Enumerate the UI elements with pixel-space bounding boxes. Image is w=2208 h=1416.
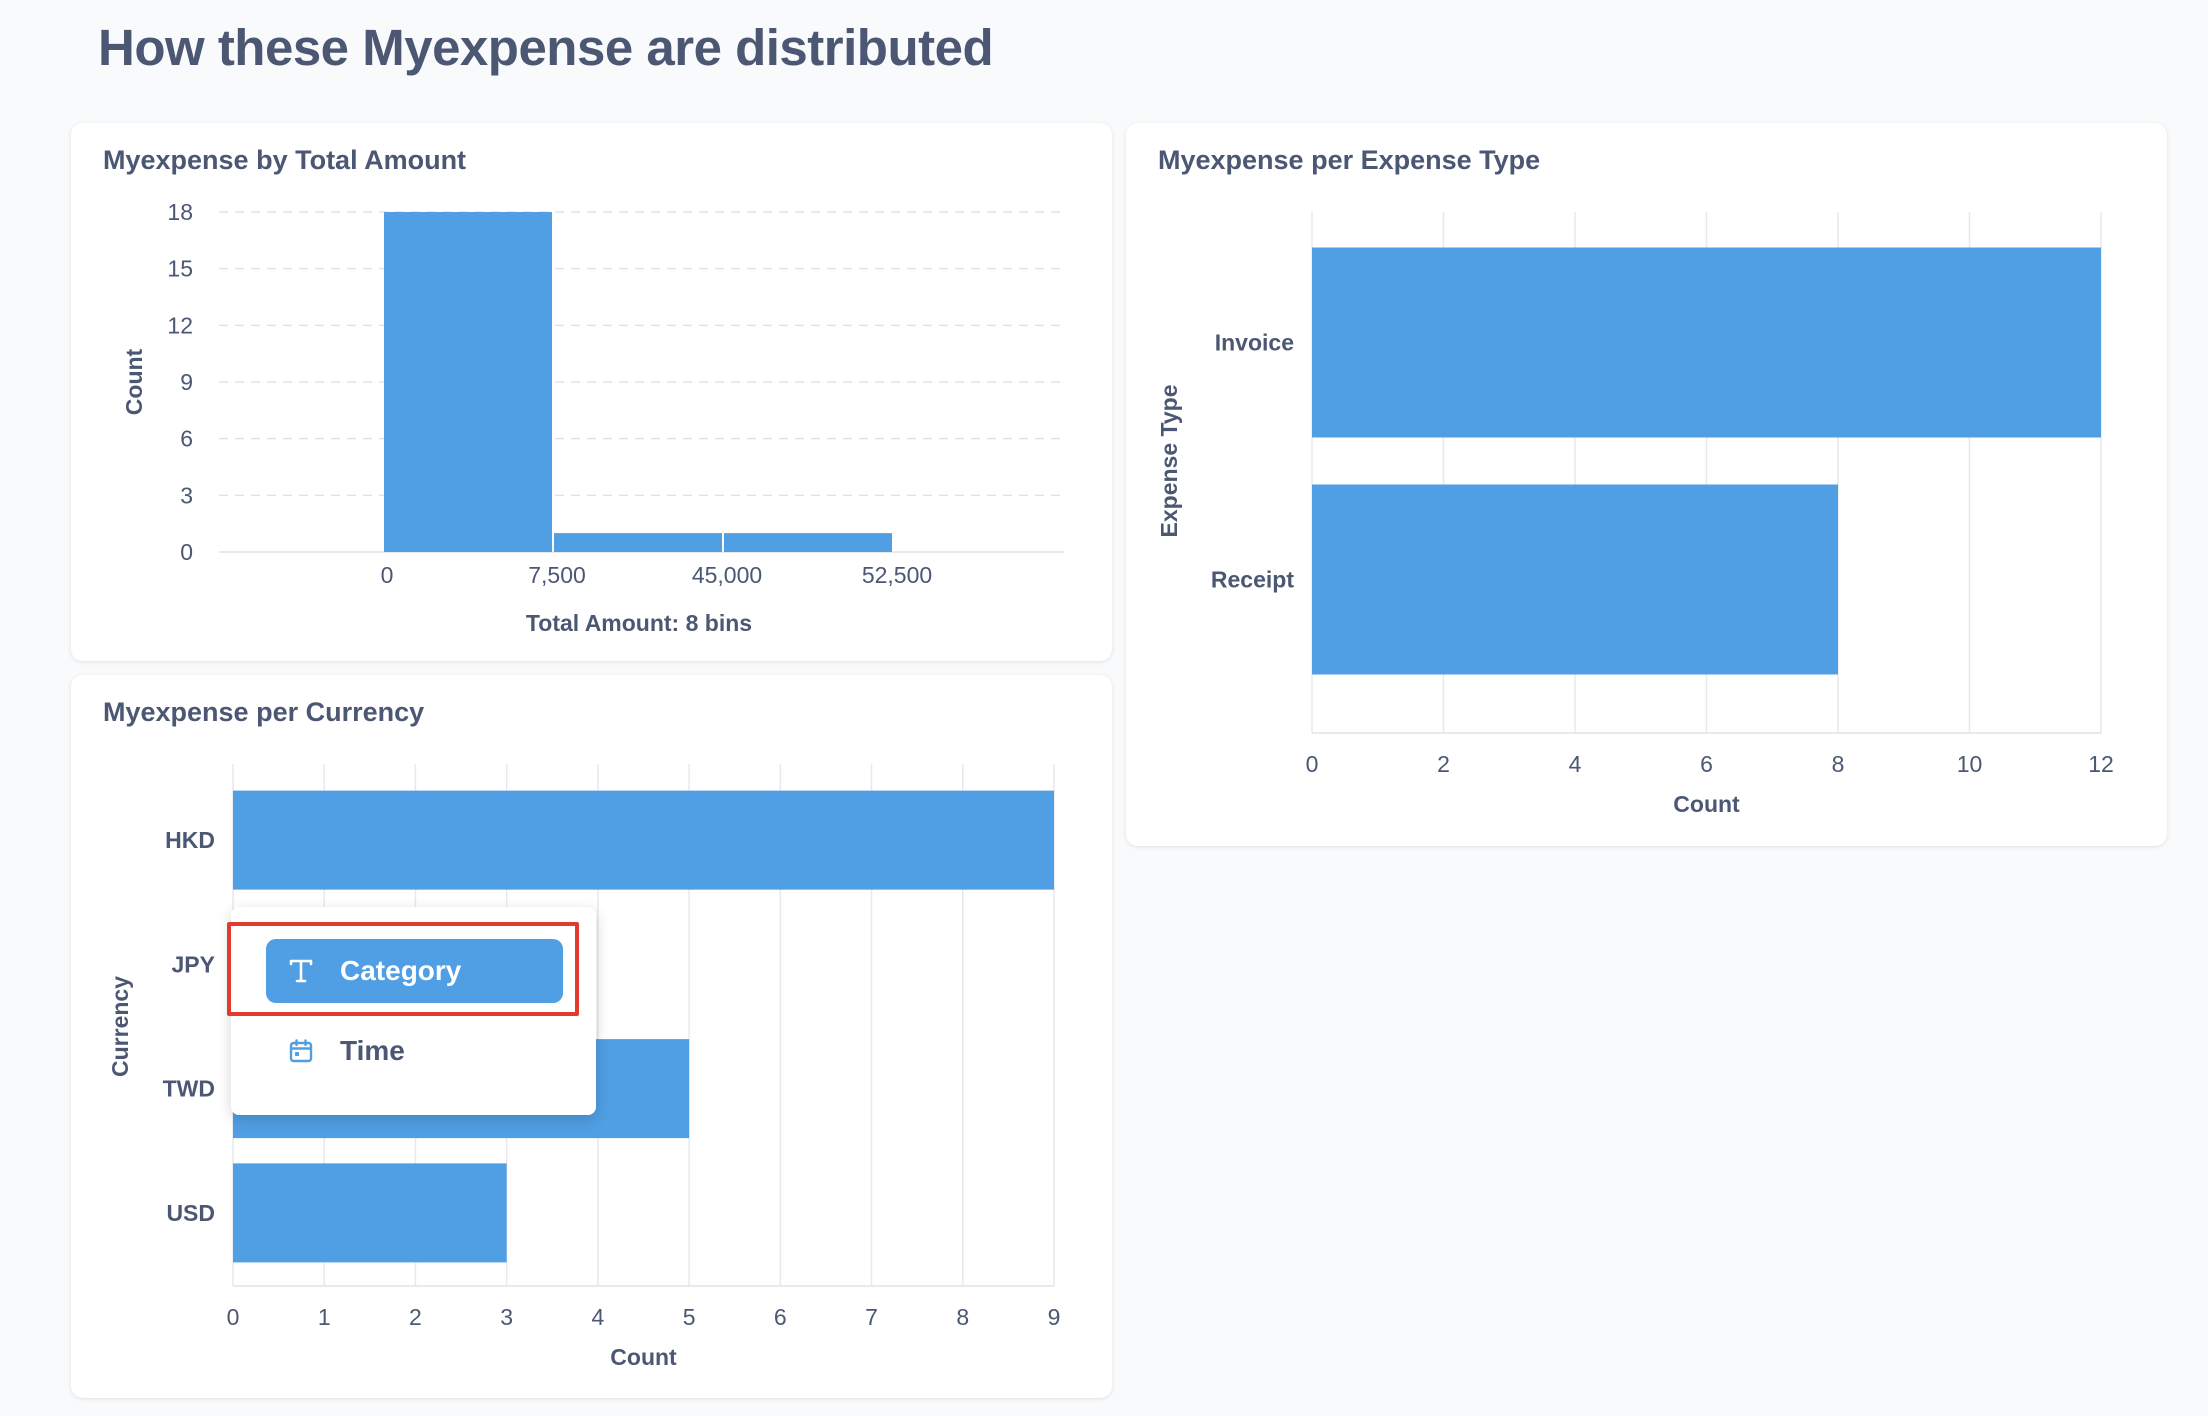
text-type-icon xyxy=(284,954,318,988)
bar xyxy=(1312,484,1838,675)
category-label: TWD xyxy=(163,1076,215,1102)
x-tick-label: 2 xyxy=(409,1304,422,1330)
x-tick-label: 52,500 xyxy=(862,562,932,588)
card-title: Myexpense per Currency xyxy=(103,697,425,727)
bar xyxy=(233,790,1054,890)
x-tick-label: 3 xyxy=(500,1304,513,1330)
category-option-label: Category xyxy=(340,955,462,986)
histogram-bar xyxy=(554,533,722,552)
x-tick-label: 6 xyxy=(1700,751,1713,777)
total-amount-card[interactable]: Myexpense by Total Amount 0 3 6 9 12 15 18 0 7,5… xyxy=(71,123,1112,661)
category-label: JPY xyxy=(172,951,215,977)
x-tick-label: 12 xyxy=(2088,751,2114,777)
x-tick-label: 7 xyxy=(865,1304,878,1330)
calendar-icon xyxy=(284,1034,318,1068)
y-tick-label: 18 xyxy=(167,199,193,225)
histogram-bar xyxy=(724,533,892,552)
page-title: How these Myexpense are distributed xyxy=(98,19,994,76)
y-tick-label: 12 xyxy=(167,312,193,338)
y-tick-label: 15 xyxy=(167,256,193,282)
x-tick-label: 10 xyxy=(1957,751,1983,777)
x-tick-label: 1 xyxy=(318,1304,331,1330)
expense-type-chart: 0 2 4 6 8 10 12 Invoice Receipt Count Expense Type xyxy=(1156,212,2114,817)
x-axis-label: Total Amount: 8 bins xyxy=(526,610,752,636)
x-tick-label: 0 xyxy=(227,1304,240,1330)
x-tick-label: 4 xyxy=(1569,751,1582,777)
expense-type-card[interactable]: Myexpense per Expense Type 0 2 4 6 8 10 12 Invo… xyxy=(1126,123,2167,846)
x-tick-label: 7,500 xyxy=(528,562,586,588)
x-tick-label: 0 xyxy=(1306,751,1319,777)
x-tick-label: 6 xyxy=(774,1304,787,1330)
time-option-label: Time xyxy=(340,1035,405,1066)
category-option[interactable]: Category xyxy=(266,939,563,1003)
y-axis-label: Currency xyxy=(107,976,133,1077)
x-tick-label: 2 xyxy=(1437,751,1450,777)
category-label: USD xyxy=(166,1200,215,1226)
y-tick-label: 9 xyxy=(180,369,193,395)
x-axis-label: Count xyxy=(1673,791,1740,817)
histogram-bar xyxy=(384,212,552,552)
bar xyxy=(1312,247,2101,438)
x-tick-label: 8 xyxy=(956,1304,969,1330)
x-tick-label: 0 xyxy=(381,562,394,588)
x-tick-label: 5 xyxy=(683,1304,696,1330)
column-type-popover: Category Time xyxy=(231,907,596,1115)
bar xyxy=(233,1163,507,1263)
y-tick-label: 3 xyxy=(180,482,193,508)
x-tick-label: 45,000 xyxy=(692,562,762,588)
category-label: Receipt xyxy=(1211,567,1294,593)
y-tick-label: 0 xyxy=(180,539,193,565)
category-label: Invoice xyxy=(1215,330,1294,356)
y-axis-label: Expense Type xyxy=(1156,385,1182,538)
card-title: Myexpense by Total Amount xyxy=(103,145,467,175)
x-tick-label: 9 xyxy=(1048,1304,1061,1330)
x-tick-label: 8 xyxy=(1832,751,1845,777)
card-title: Myexpense per Expense Type xyxy=(1158,145,1541,175)
category-label: HKD xyxy=(165,827,215,853)
y-axis-label: Count xyxy=(121,348,147,415)
total-amount-chart: 0 3 6 9 12 15 18 0 7,500 45,000 52,500 Total Amount… xyxy=(121,199,1064,636)
y-tick-label: 6 xyxy=(180,426,193,452)
x-axis-label: Count xyxy=(610,1344,677,1370)
x-tick-label: 4 xyxy=(591,1304,604,1330)
time-option[interactable]: Time xyxy=(266,1019,563,1083)
